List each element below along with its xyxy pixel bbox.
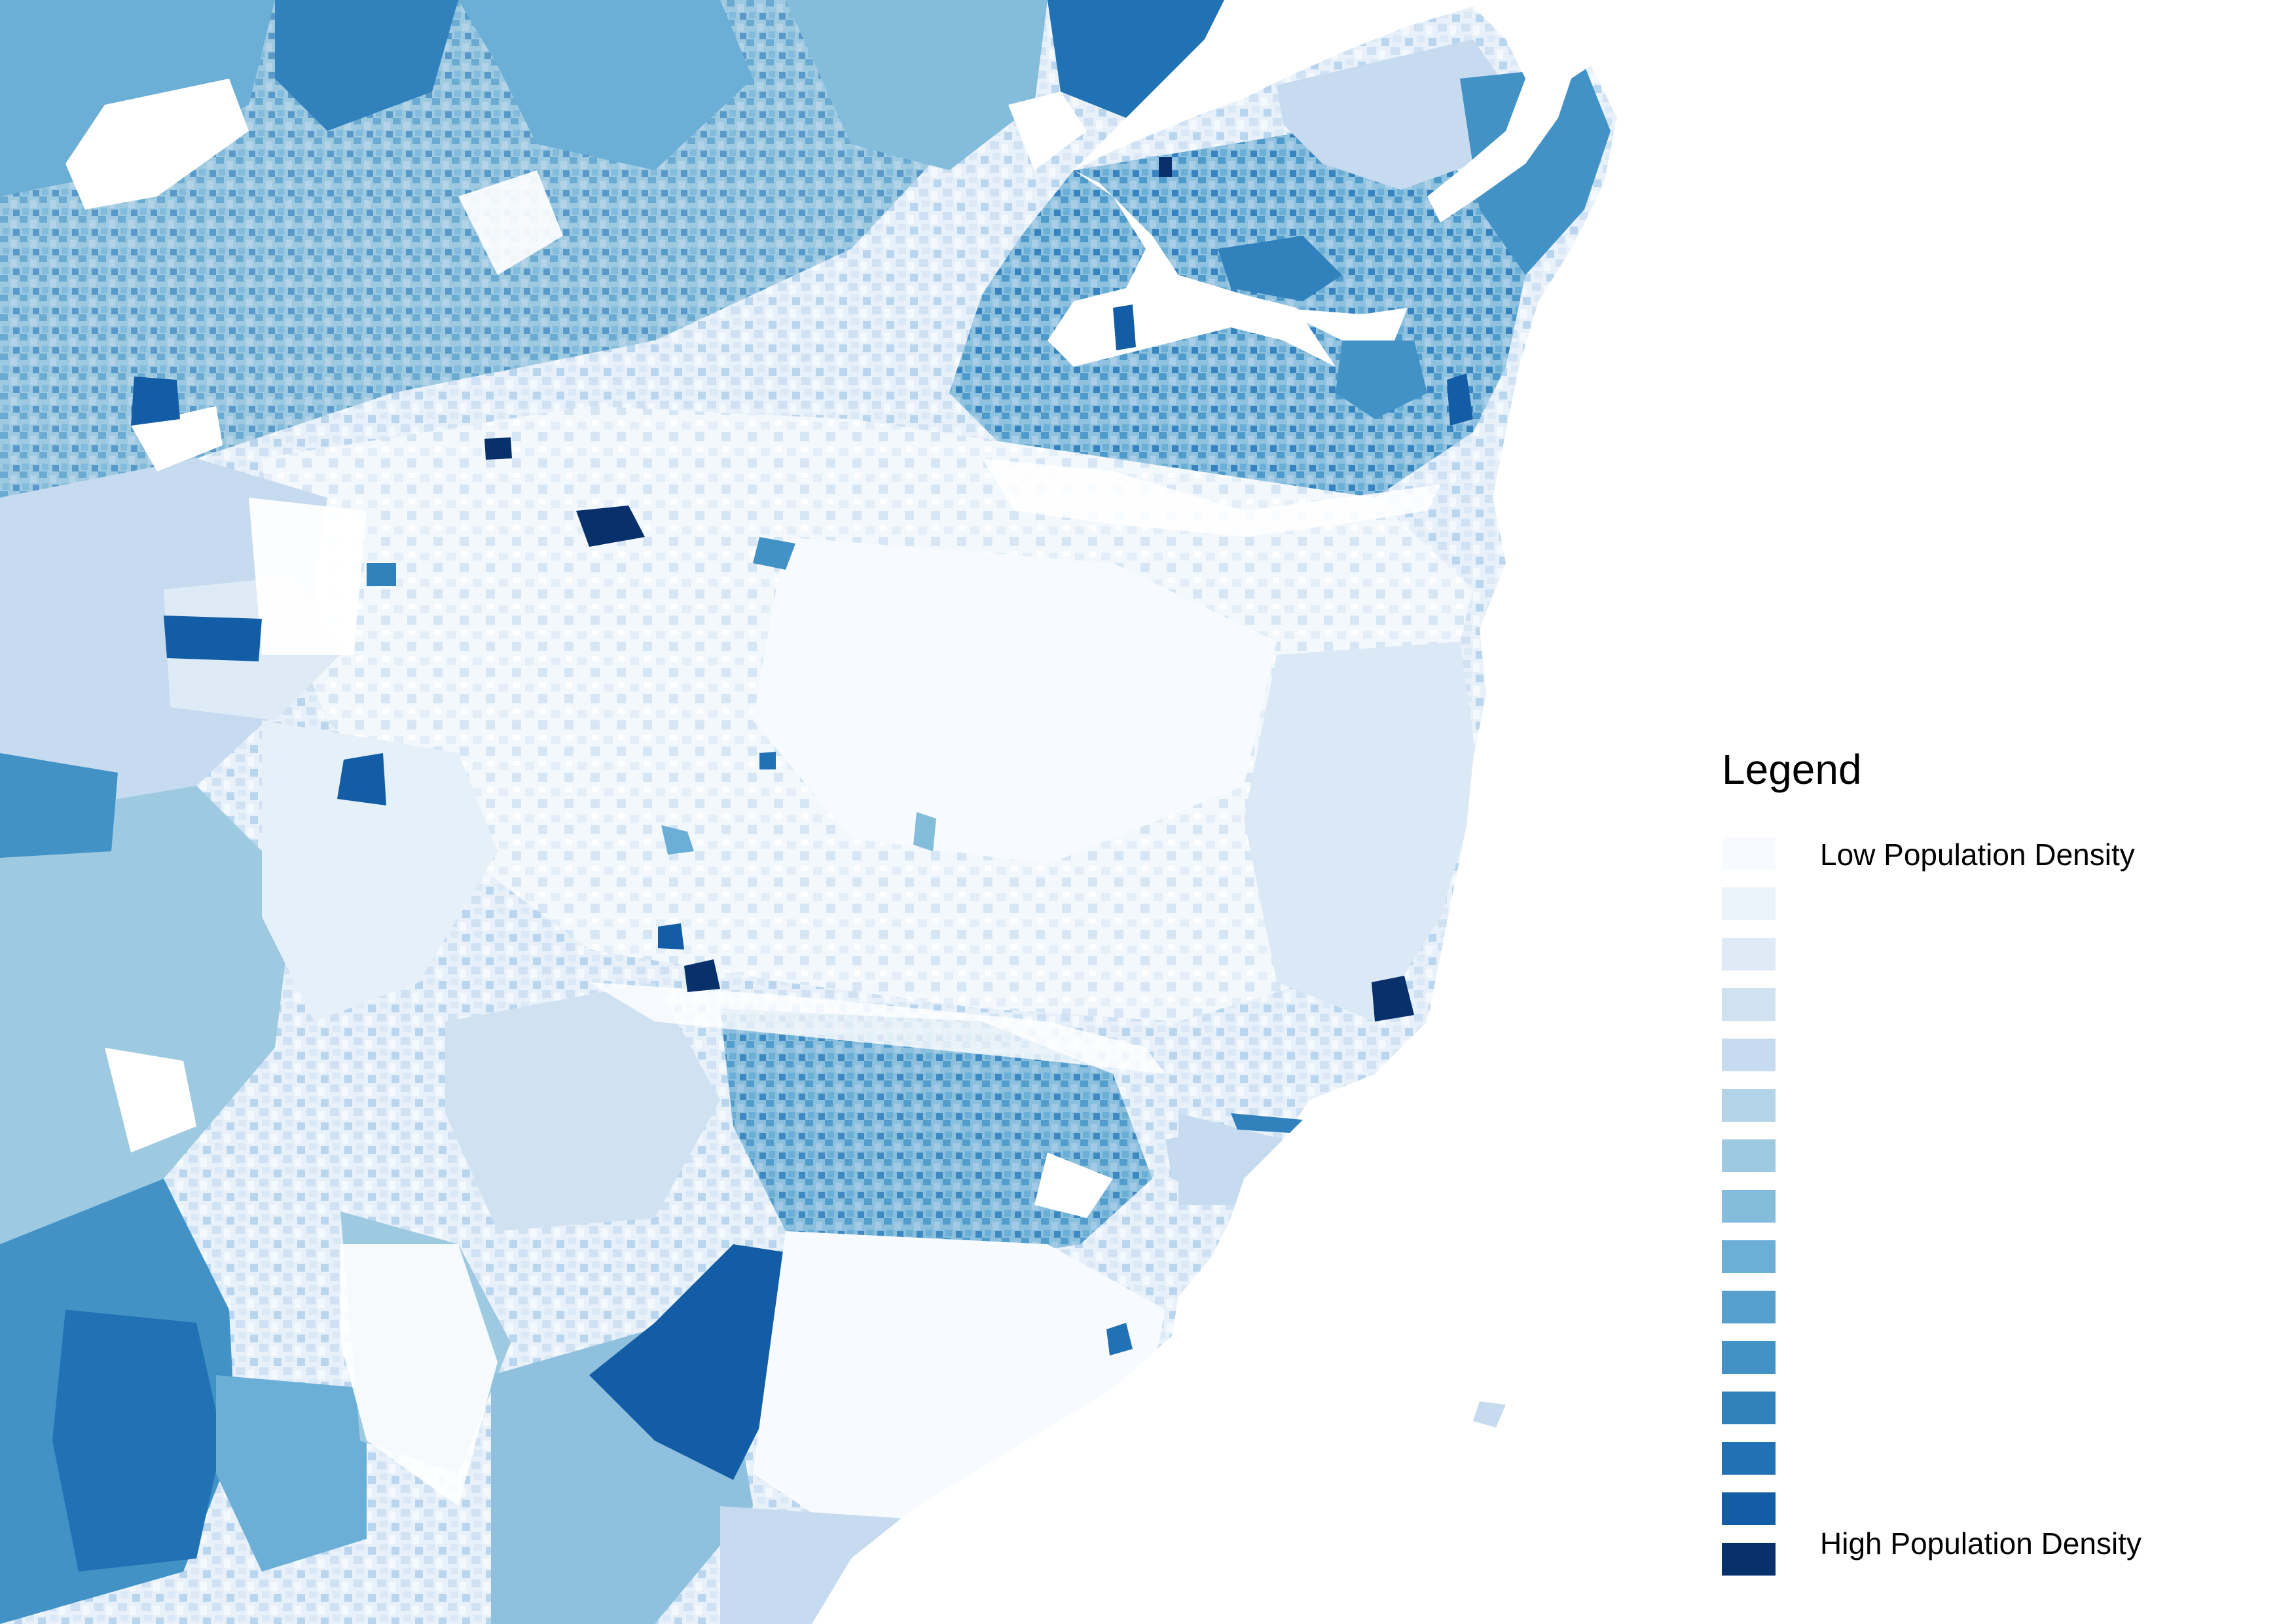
legend-swatch — [1722, 1190, 1776, 1223]
legend-swatch — [1722, 988, 1776, 1021]
legend-swatch — [1722, 1392, 1776, 1424]
legend-high-label: High Population Density — [1820, 1526, 2141, 1560]
legend-swatch — [1722, 887, 1776, 920]
legend-swatch — [1722, 1341, 1776, 1374]
legend-swatch — [1722, 1240, 1776, 1273]
legend-swatch — [1722, 1039, 1776, 1071]
legend-swatch — [1722, 837, 1776, 870]
map-legend: Legend Low Population Density High Popul… — [1715, 740, 2213, 1591]
land-area — [0, 0, 1617, 1624]
legend-low-label: Low Population Density — [1820, 838, 2135, 872]
legend-swatch — [1722, 1543, 1776, 1576]
legend-swatch — [1722, 1139, 1776, 1172]
legend-swatch — [1722, 1442, 1776, 1475]
headland-tract — [1165, 1126, 1244, 1192]
legend-swatch — [1722, 1291, 1776, 1323]
legend-swatch — [1722, 1089, 1776, 1122]
waterways — [65, 79, 1440, 1506]
legend-swatch — [1722, 1492, 1776, 1525]
high-density-tracts — [131, 157, 1506, 1428]
legend-swatch — [1722, 938, 1776, 970]
legend-title: Legend — [1722, 746, 1862, 793]
